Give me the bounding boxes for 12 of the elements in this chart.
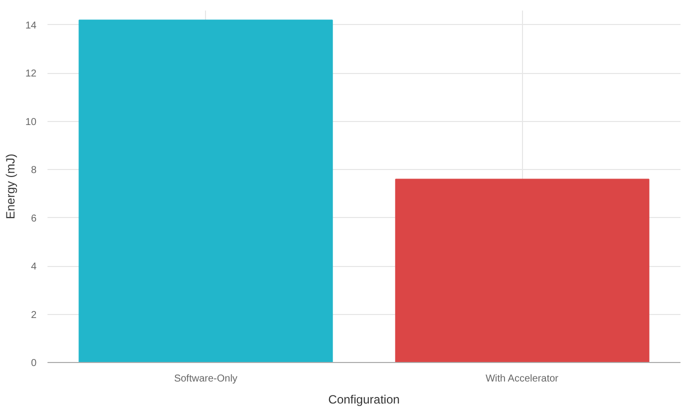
y-tick-label: 0	[30, 358, 37, 369]
y-tick-label: 8	[30, 165, 37, 176]
x-axis-title: Configuration	[328, 392, 400, 406]
y-tick-label: 12	[25, 68, 37, 80]
y-axis-title: Energy (mJ)	[3, 154, 18, 220]
x-tick-label: Software-Only	[174, 374, 238, 384]
y-tick-label: 14	[25, 20, 37, 32]
y-tick-label: 2	[30, 310, 37, 321]
y-tick-label: 4	[30, 262, 37, 273]
x-tick-label: With Accelerator	[486, 374, 560, 384]
y-tick-label: 6	[30, 213, 37, 224]
y-tick-label: 10	[25, 116, 37, 128]
